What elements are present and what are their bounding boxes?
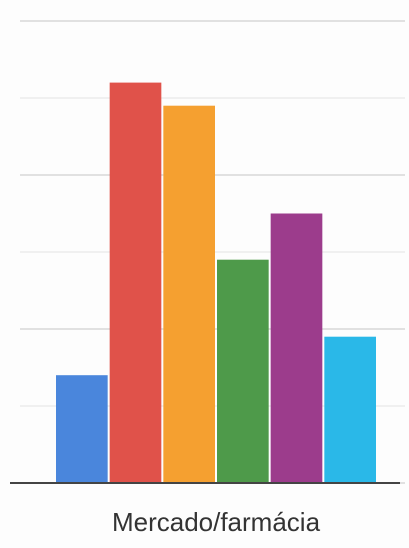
bar — [163, 105, 215, 483]
bar — [324, 336, 376, 483]
bar — [270, 213, 323, 483]
bar — [217, 259, 269, 483]
bar — [109, 82, 162, 483]
x-tick-label: Mercado/farmácia — [112, 507, 321, 537]
bar — [56, 375, 108, 483]
